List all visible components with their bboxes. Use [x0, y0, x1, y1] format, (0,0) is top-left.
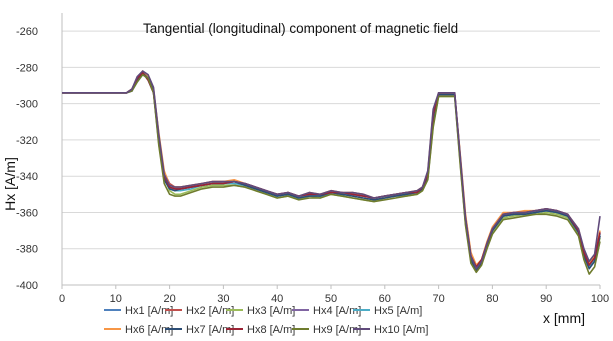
x-tick-label: 60 — [379, 293, 391, 305]
series-line-hx6 — [62, 70, 601, 266]
x-axis-title: x [mm] — [543, 310, 585, 326]
x-tick-label: 100 — [591, 293, 609, 305]
legend-label-hx7: Hx7 [A/m] — [186, 324, 234, 336]
y-tick-label: -380 — [16, 244, 38, 256]
y-axis-ticks: -260 -280 -300 -320 -340 -360 -380 -400 — [16, 26, 38, 292]
series-line-hx9 — [62, 73, 601, 275]
y-tick-label: -280 — [16, 62, 38, 74]
series-lines — [62, 70, 601, 275]
y-tick-label: -360 — [16, 207, 38, 219]
y-axis-title: Hx [A/m] — [2, 157, 18, 211]
chart-title: Tangential (longitudinal) component of m… — [143, 21, 458, 36]
gridlines — [61, 13, 600, 286]
x-tick-label: 80 — [486, 293, 498, 305]
legend-label-hx10: Hx10 [A/m] — [374, 324, 428, 336]
series-line-hx1 — [62, 72, 601, 270]
series-line-hx8 — [62, 72, 601, 268]
x-axis-ticks: 0 10 20 30 40 50 60 70 80 90 100 — [59, 285, 609, 305]
x-tick-label: 40 — [271, 293, 283, 305]
x-tick-label: 30 — [217, 293, 229, 305]
y-tick-label: -300 — [16, 99, 38, 111]
x-tick-label: 10 — [110, 293, 122, 305]
legend-label-hx9: Hx9 [A/m] — [313, 324, 361, 336]
legend-label-hx2: Hx2 [A/m] — [186, 305, 234, 317]
y-tick-label: -260 — [16, 26, 38, 38]
legend-label-hx8: Hx8 [A/m] — [247, 324, 295, 336]
legend-label-hx3: Hx3 [A/m] — [247, 305, 295, 317]
series-line-hx4 — [62, 72, 601, 270]
legend-label-hx5: Hx5 [A/m] — [374, 305, 422, 317]
legend-label-hx6: Hx6 [A/m] — [125, 324, 173, 336]
y-tick-label: -340 — [16, 171, 38, 183]
legend: Hx1 [A/m] Hx2 [A/m] Hx3 [A/m] Hx4 [A/m] Hx5 … — [104, 305, 428, 336]
series-line-hx7 — [62, 72, 601, 272]
x-tick-label: 50 — [325, 293, 337, 305]
legend-label-hx4: Hx4 [A/m] — [313, 305, 361, 317]
x-tick-label: 0 — [59, 293, 65, 305]
y-tick-label: -400 — [16, 280, 38, 292]
x-tick-label: 90 — [540, 293, 552, 305]
y-tick-label: -320 — [16, 135, 38, 147]
series-line-hx10 — [62, 70, 601, 270]
legend-label-hx1: Hx1 [A/m] — [125, 305, 173, 317]
series-line-hx3 — [62, 72, 601, 272]
x-tick-label: 70 — [432, 293, 444, 305]
x-tick-label: 20 — [163, 293, 175, 305]
